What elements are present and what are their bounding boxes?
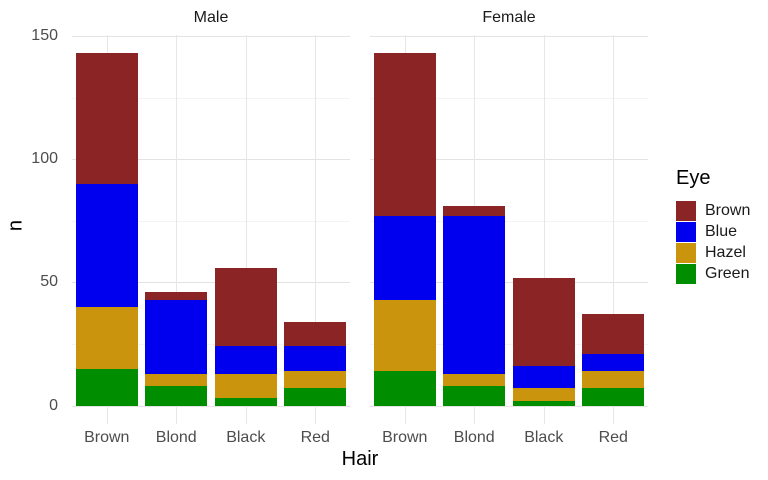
panel-female xyxy=(370,35,648,424)
legend-entry-brown: Brown xyxy=(676,201,750,221)
facet-label-male: Male xyxy=(193,9,229,26)
x-tick-label: Brown xyxy=(84,429,130,446)
gridline-vertical xyxy=(246,35,247,424)
segment-brown xyxy=(284,321,347,347)
legend-swatch-brown xyxy=(676,201,696,221)
legend-label: Hazel xyxy=(705,244,746,261)
y-tick-label: 50 xyxy=(40,273,58,291)
segment-brown xyxy=(373,53,436,216)
segment-blue xyxy=(373,215,436,300)
segment-brown xyxy=(145,292,208,300)
bar-female-brown xyxy=(373,53,436,406)
gridline-vertical xyxy=(315,35,316,424)
gridline-minor xyxy=(72,97,350,99)
x-axis-title: Hair xyxy=(341,448,379,470)
legend-entry-hazel: Hazel xyxy=(676,243,750,263)
segment-blue xyxy=(214,346,277,374)
gridline-vertical xyxy=(613,35,614,424)
x-tick-label: Blond xyxy=(453,429,495,446)
segment-hazel xyxy=(214,373,277,399)
segment-green xyxy=(284,388,347,406)
legend-swatch-green xyxy=(676,264,696,284)
segment-green xyxy=(582,388,645,406)
segment-blue xyxy=(284,346,347,372)
segment-hazel xyxy=(582,371,645,389)
segment-brown xyxy=(214,267,277,347)
legend-swatch-blue xyxy=(676,222,696,242)
segment-hazel xyxy=(284,371,347,389)
bar-male-brown xyxy=(75,53,138,406)
gridline-major xyxy=(370,282,648,284)
segment-hazel xyxy=(75,307,138,369)
bar-female-red xyxy=(582,314,645,406)
legend-label: Green xyxy=(705,265,750,282)
segment-green xyxy=(512,400,575,406)
segment-green xyxy=(214,398,277,406)
gridline-major xyxy=(72,282,350,284)
x-tick-label: Brown xyxy=(382,429,428,446)
y-tick-label: 0 xyxy=(49,396,58,414)
bar-male-blond xyxy=(145,292,208,406)
legend-entry-green: Green xyxy=(676,264,750,284)
segment-green xyxy=(443,385,506,406)
x-tick-label: Black xyxy=(524,429,564,446)
gridline-major xyxy=(370,159,648,161)
gridline-minor xyxy=(370,343,648,345)
gridline-major xyxy=(370,405,648,407)
panel-male xyxy=(72,35,350,424)
segment-hazel xyxy=(443,373,506,386)
segment-hazel xyxy=(145,373,208,386)
bar-male-red xyxy=(284,321,347,406)
gridline-vertical xyxy=(544,35,545,424)
legend-label: Brown xyxy=(705,202,751,219)
segment-brown xyxy=(75,53,138,184)
gridline-minor xyxy=(370,220,648,222)
legend-title: Eye xyxy=(676,167,711,189)
bar-male-black xyxy=(214,267,277,406)
gridline-minor xyxy=(72,343,350,345)
segment-hazel xyxy=(373,299,436,372)
gridline-major xyxy=(72,159,350,161)
segment-hazel xyxy=(512,388,575,401)
segment-blue xyxy=(443,215,506,374)
segment-blue xyxy=(75,183,138,308)
bar-female-black xyxy=(512,277,575,406)
segment-green xyxy=(145,385,208,406)
gridline-minor xyxy=(72,220,350,222)
segment-blue xyxy=(145,299,208,374)
legend: Eye Brown Blue Hazel Green xyxy=(676,166,750,284)
segment-brown xyxy=(443,206,506,216)
gridline-minor xyxy=(370,97,648,99)
y-axis-title: n xyxy=(4,219,27,232)
segment-green xyxy=(373,371,436,406)
x-tick-label: Black xyxy=(226,429,266,446)
x-tick-label: Red xyxy=(598,429,628,446)
segment-blue xyxy=(512,366,575,389)
segment-blue xyxy=(582,353,645,372)
gridline-major xyxy=(370,36,648,38)
gridline-major xyxy=(72,405,350,407)
facet-label-female: Female xyxy=(482,9,536,26)
legend-entries: Brown Blue Hazel Green xyxy=(676,201,750,284)
segment-green xyxy=(75,368,138,406)
legend-swatch-hazel xyxy=(676,243,696,263)
segment-brown xyxy=(582,314,645,354)
x-tick-label: Red xyxy=(300,429,330,446)
bar-female-blond xyxy=(443,206,506,406)
legend-label: Blue xyxy=(705,223,738,240)
y-tick-label: 150 xyxy=(31,27,58,45)
gridline-major xyxy=(72,36,350,38)
y-tick-label: 100 xyxy=(31,150,58,168)
gridline-vertical xyxy=(176,35,177,424)
segment-brown xyxy=(512,277,575,367)
x-tick-label: Blond xyxy=(155,429,197,446)
legend-entry-blue: Blue xyxy=(676,222,750,242)
